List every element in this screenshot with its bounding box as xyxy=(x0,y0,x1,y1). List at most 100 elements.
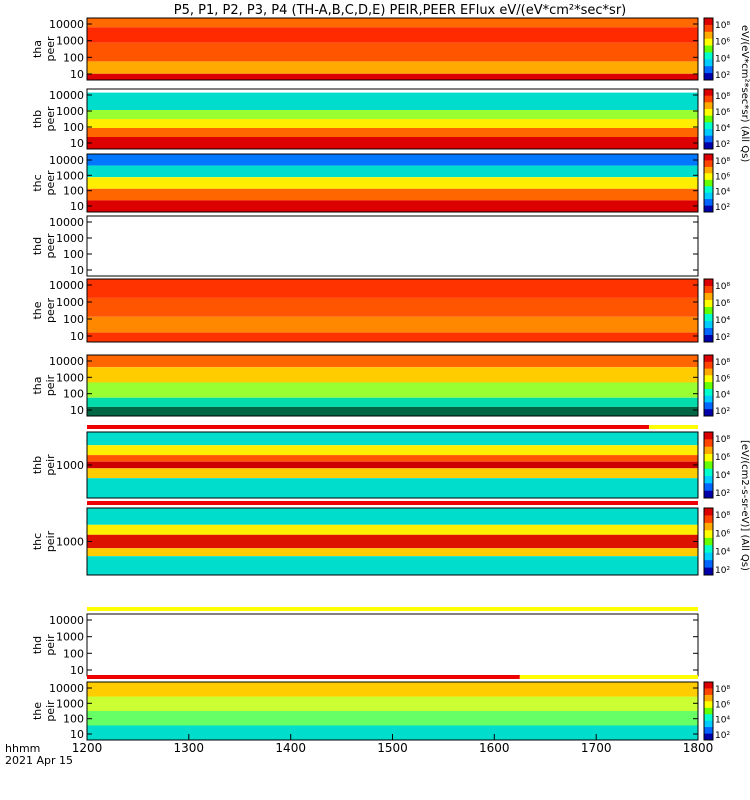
y-axis-label: peir xyxy=(44,700,57,722)
colorbar-tick-label: 10⁴ xyxy=(715,124,730,134)
heatmap-band xyxy=(87,18,698,28)
status-bar-tail xyxy=(649,425,698,429)
y-tick-label: 100 xyxy=(63,647,84,660)
heatmap-band xyxy=(87,89,698,93)
y-tick-label: 10000 xyxy=(49,216,84,229)
y-tick-label: 1000 xyxy=(56,169,84,182)
y-axis-label: thc xyxy=(31,533,44,550)
colorbar-tick-label: 10⁸ xyxy=(715,157,730,167)
colorbar-segment xyxy=(704,454,713,462)
panel-background xyxy=(87,614,698,676)
x-tick-label: 1200 xyxy=(72,741,103,755)
figure-title: P5, P1, P2, P3, P4 (TH-A,B,C,D,E) PEIR,P… xyxy=(174,3,627,18)
heatmap-band xyxy=(87,548,698,557)
footer-date: 2021 Apr 15 xyxy=(5,754,73,767)
colorbar-segment xyxy=(704,307,713,315)
status-bar xyxy=(87,675,520,679)
colorbar-segment xyxy=(704,89,713,97)
colorbar-segment xyxy=(704,409,713,417)
colorbar-segment xyxy=(704,314,713,322)
colorbar-segment xyxy=(704,490,713,499)
heatmap-band xyxy=(87,468,698,479)
colorbar-segment xyxy=(704,720,713,728)
y-axis-label: thc xyxy=(31,174,44,191)
y-axis-label: peer xyxy=(44,106,57,132)
heatmap-band xyxy=(87,524,698,535)
colorbar-segment xyxy=(704,173,713,181)
heatmap-band xyxy=(87,455,698,462)
heatmap-band xyxy=(87,316,698,333)
colorbar-tick-label: 10⁴ xyxy=(715,316,730,326)
y-tick-label: 10000 xyxy=(49,682,84,695)
colorbar-segment xyxy=(704,476,713,484)
y-axis-label: peir xyxy=(44,634,57,656)
colorbar-label-peer: eV/(eV*cm²*sec*sr) (All Qs) xyxy=(739,25,750,162)
panel-thb-peir: 1000 thb peir 10⁸ 10⁶ 10⁴ 10² xyxy=(31,425,730,499)
colorbar-segment xyxy=(704,73,713,81)
heatmap-band xyxy=(87,382,698,398)
heatmap-band xyxy=(87,556,698,575)
colorbar-segment xyxy=(704,682,713,689)
colorbar-tick-label: 10² xyxy=(715,203,730,213)
y-tick-label: 10 xyxy=(70,404,84,417)
y-tick-label: 1000 xyxy=(56,35,84,48)
colorbar-segment xyxy=(704,560,713,568)
colorbar-segment xyxy=(704,328,713,336)
y-tick-label: 1000 xyxy=(56,631,84,644)
heatmap-band xyxy=(87,711,698,726)
colorbar-segment xyxy=(704,727,713,734)
status-bar-tail xyxy=(519,675,698,679)
y-axis-label: peer xyxy=(44,298,57,324)
y-tick-label: 10 xyxy=(70,664,84,677)
y-axis-label: peir xyxy=(44,530,57,552)
colorbar-segment xyxy=(704,199,713,206)
colorbar-segment xyxy=(704,115,713,123)
y-tick-label: 10000 xyxy=(49,154,84,167)
y-tick-label: 100 xyxy=(63,388,84,401)
colorbar-segment xyxy=(704,375,713,383)
colorbar-segment xyxy=(704,545,713,554)
heatmap-band xyxy=(87,279,698,298)
panel-frame xyxy=(86,17,699,81)
heatmap-band xyxy=(87,128,698,137)
heatmap-band xyxy=(87,188,698,201)
colorbar-frame xyxy=(703,681,714,741)
colorbar-tick-label: 10⁴ xyxy=(715,471,730,481)
x-axis: 1200 1300 1400 1500 1600 1700 1800 xyxy=(72,734,713,755)
panel-frame xyxy=(86,88,699,150)
heatmap-band xyxy=(87,110,698,119)
heatmap-band xyxy=(87,42,698,62)
colorbar-segment xyxy=(704,439,713,448)
colorbar-tick-label: 10⁴ xyxy=(715,188,730,198)
y-tick-label: 10 xyxy=(70,200,84,213)
y-axis-label: peer xyxy=(44,170,57,196)
panel-tha-peir: 10000 1000 100 10 tha peir 10⁸ 10⁶ 10⁴ 10² xyxy=(31,354,730,417)
y-tick-label: 10000 xyxy=(49,614,84,627)
y-tick-label: 100 xyxy=(63,185,84,198)
colorbar-tick-label: 10⁸ xyxy=(715,685,730,695)
y-tick-label: 10 xyxy=(70,137,84,150)
colorbar-segment xyxy=(704,388,713,397)
panel-thc-peir: 1000 thc peir 10⁸ 10⁶ 10⁴ 10² xyxy=(31,501,730,576)
colorbar-tick-label: 10⁴ xyxy=(715,716,730,726)
y-axis-label: the xyxy=(31,702,44,720)
heatmap-band xyxy=(87,367,698,383)
heatmap-band xyxy=(87,332,698,343)
colorbar-tick-label: 10⁶ xyxy=(715,38,730,48)
panel-frame xyxy=(86,215,699,277)
panel-thc-peer: 10000 1000 100 10 thc peer 10⁸ 10⁶ 10⁴ 10² xyxy=(31,153,730,213)
colorbar-segment xyxy=(704,102,713,110)
colorbar-tick-label: 10⁸ xyxy=(715,21,730,31)
y-tick-label: 100 xyxy=(63,121,84,134)
heatmap-band xyxy=(87,478,698,498)
colorbar-tick-label: 10⁸ xyxy=(715,92,730,102)
colorbar-segment xyxy=(704,166,713,174)
colorbar-tick-label: 10⁸ xyxy=(715,511,730,521)
colorbar-tick-label: 10² xyxy=(715,731,730,741)
y-tick-label: 10000 xyxy=(49,355,84,368)
colorbar-segment xyxy=(704,567,713,576)
colorbar-segment xyxy=(704,186,713,194)
colorbar-tick-label: 10⁶ xyxy=(715,700,730,710)
colorbar-segment xyxy=(704,205,713,213)
heatmap-band xyxy=(87,355,698,368)
